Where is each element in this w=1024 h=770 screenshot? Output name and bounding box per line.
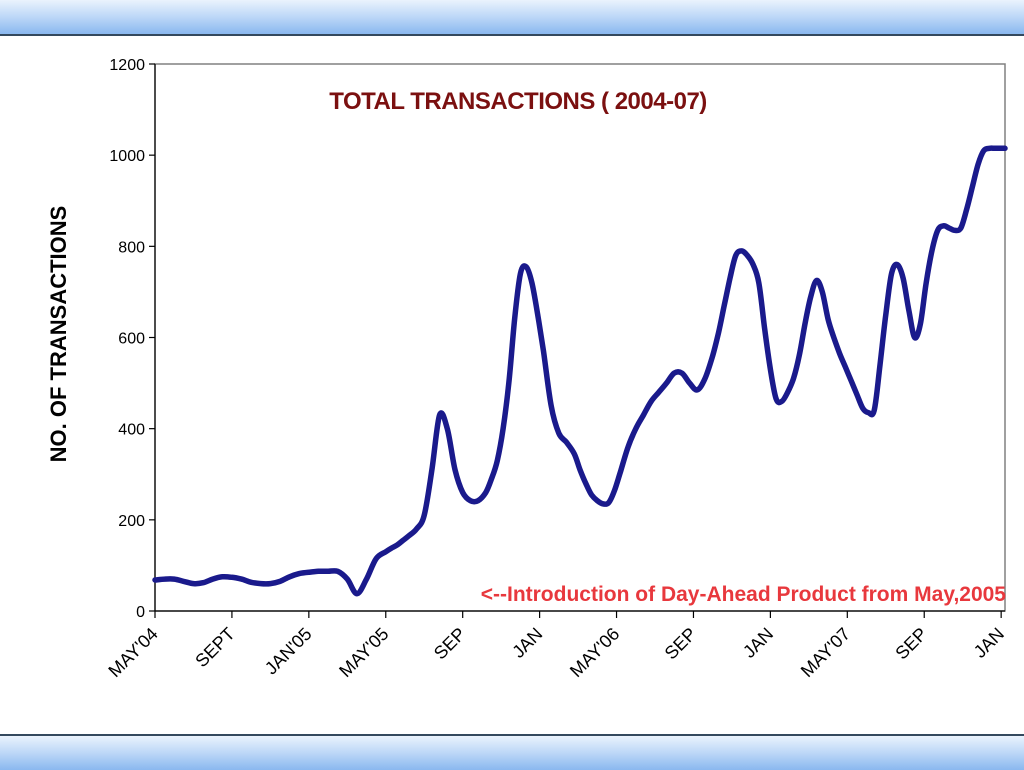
chart-title: TOTAL TRANSACTIONS ( 2004-07) [329, 88, 707, 115]
y-ticks: 0 200 400 600 800 1000 1200 [109, 57, 155, 621]
y-tick-label: 0 [136, 604, 145, 621]
series-line [152, 145, 1008, 597]
x-tick-label: MAY'06 [566, 624, 623, 681]
x-tick-label: JAN'05 [261, 624, 316, 679]
y-axis-label: NO. OF TRANSACTIONS [46, 206, 71, 463]
annotation: <--Introduction of Day-Ahead Product fro… [481, 583, 1007, 606]
x-tick-label: SEP [430, 624, 470, 664]
x-tick-label: MAY'07 [797, 624, 854, 681]
y-tick-label: 600 [118, 331, 145, 348]
plot-area [154, 63, 1006, 612]
x-tick-label: SEP [661, 624, 701, 664]
y-tick-label: 1200 [109, 57, 145, 74]
y-tick-label: 1000 [109, 148, 145, 165]
y-tick-label: 200 [118, 513, 145, 530]
footer-band [0, 734, 1024, 770]
x-tick-label: SEPT [191, 624, 238, 671]
x-tick-label: JAN [970, 624, 1008, 662]
x-ticks: MAY'04 SEPT JAN'05 MAY'05 SEP JAN MAY'06 SEP JAN… [104, 611, 1008, 681]
x-tick-label: JAN [739, 624, 777, 662]
header-band [0, 0, 1024, 36]
x-tick-label: SEP [891, 624, 931, 664]
y-tick-label: 800 [118, 239, 145, 256]
y-tick-label: 400 [118, 422, 145, 439]
x-tick-label: JAN [508, 624, 546, 662]
x-tick-label: MAY'05 [335, 624, 392, 681]
x-tick-label: MAY'04 [104, 624, 161, 681]
